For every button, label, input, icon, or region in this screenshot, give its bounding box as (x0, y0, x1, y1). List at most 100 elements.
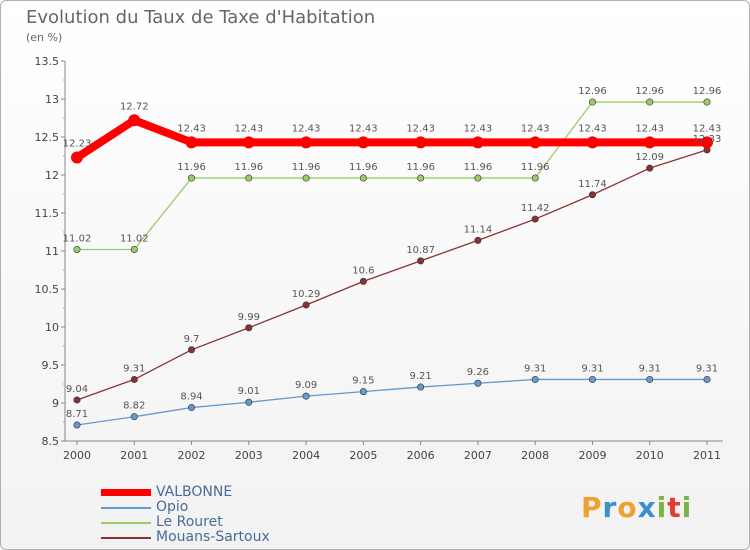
data-label: 12.43 (464, 123, 493, 134)
legend-label-le-rouret: Le Rouret (156, 514, 223, 530)
data-point (703, 98, 711, 106)
data-point (130, 413, 138, 421)
y-tick-label: 10 (45, 321, 59, 334)
data-label: 8.94 (180, 392, 202, 403)
data-point (646, 98, 654, 106)
data-point (471, 136, 484, 149)
data-point (588, 98, 596, 106)
logo-letter: i (656, 491, 668, 524)
data-label: 11.02 (120, 233, 149, 244)
data-point (188, 346, 196, 354)
data-label: 9.99 (238, 312, 260, 323)
x-tick-label: 2000 (63, 449, 91, 462)
data-label: 11.96 (177, 162, 206, 173)
logo-letter: t (667, 491, 682, 524)
data-label: 12.43 (693, 123, 722, 134)
data-point (73, 421, 81, 429)
x-tick-label: 2009 (578, 449, 606, 462)
legend-swatch-opio (101, 507, 151, 509)
data-point (71, 151, 83, 164)
y-tick-label: 10.5 (35, 283, 60, 296)
data-point (300, 136, 313, 149)
data-point (359, 174, 367, 182)
data-label: 12.43 (177, 123, 206, 134)
data-point (73, 396, 81, 404)
data-point (359, 388, 367, 396)
data-label: 12.43 (635, 123, 664, 134)
x-tick-label: 2007 (464, 449, 492, 462)
data-label: 12.33 (693, 134, 722, 145)
data-label: 9.15 (352, 376, 374, 387)
data-point (586, 136, 599, 149)
data-label: 12.43 (234, 123, 263, 134)
data-point (130, 245, 138, 253)
data-point (188, 174, 196, 182)
y-tick-label: 8.5 (42, 435, 60, 448)
y-tick-label: 13.5 (35, 55, 60, 68)
y-tick-label: 12.5 (35, 131, 60, 144)
x-tick-label: 2004 (292, 449, 320, 462)
y-tick-label: 11.5 (35, 207, 60, 220)
legend-label-valbonne: VALBONNE (156, 484, 233, 500)
y-tick-label: 9.5 (42, 359, 60, 372)
data-point (588, 191, 596, 199)
chart-title: Evolution du Taux de Taxe d'Habitation (26, 7, 376, 28)
data-point (245, 174, 253, 182)
legend-swatch-mouans-sartoux (101, 537, 151, 539)
data-point (646, 375, 654, 383)
proxiti-logo: Proxiti (581, 491, 692, 524)
legend-swatch-valbonne (101, 489, 151, 496)
data-label: 9.21 (410, 371, 432, 382)
series-line-valbonne (73, 116, 711, 162)
y-tick-label: 13 (45, 93, 59, 106)
logo-letter: o (617, 491, 638, 524)
data-label: 11.96 (464, 162, 493, 173)
y-tick-label: 12 (45, 169, 59, 182)
data-point (245, 324, 253, 332)
data-label: 11.14 (464, 224, 493, 235)
x-tick-label: 2010 (636, 449, 664, 462)
data-label: 12.09 (635, 152, 664, 163)
logo-letter: P (581, 491, 603, 524)
logo-letter: x (637, 491, 657, 524)
data-label: 9.31 (581, 363, 603, 374)
data-point (188, 404, 196, 412)
data-point (531, 215, 539, 223)
x-tick-label: 2001 (120, 449, 148, 462)
data-point (242, 136, 255, 149)
legend-label-opio: Opio (156, 499, 189, 515)
data-label: 9.31 (639, 363, 661, 374)
data-label: 12.43 (406, 123, 435, 134)
data-label: 12.43 (292, 123, 321, 134)
data-point (474, 236, 482, 244)
data-label: 11.96 (292, 162, 321, 173)
chart-subtitle: (en %) (26, 31, 63, 44)
data-label: 8.82 (123, 401, 145, 412)
data-label: 11.96 (349, 162, 378, 173)
data-point (128, 114, 141, 127)
x-tick-label: 2003 (235, 449, 263, 462)
data-point (245, 398, 253, 406)
series-layer (71, 98, 713, 429)
data-point (474, 174, 482, 182)
data-point (357, 136, 370, 149)
data-label: 9.09 (295, 380, 317, 391)
data-label: 10.87 (406, 245, 435, 256)
data-label: 9.31 (696, 363, 718, 374)
data-label: 12.96 (578, 86, 607, 97)
data-point (531, 375, 539, 383)
data-label: 10.29 (292, 289, 321, 300)
data-label: 11.96 (521, 162, 550, 173)
data-point (643, 136, 656, 149)
x-tick-label: 2002 (178, 449, 206, 462)
series-line-opio (76, 378, 708, 426)
legend-swatch-le-rouret (101, 522, 151, 524)
data-label: 9.26 (467, 367, 489, 378)
data-point (474, 379, 482, 387)
data-point (703, 375, 711, 383)
data-point (646, 164, 654, 172)
data-label: 11.02 (63, 233, 92, 244)
legend-label-mouans-sartoux: Mouans-Sartoux (156, 529, 270, 545)
